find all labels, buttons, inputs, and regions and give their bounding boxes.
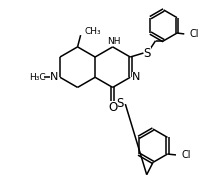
Text: S: S xyxy=(117,97,124,110)
Text: N: N xyxy=(50,72,58,82)
Text: Cl: Cl xyxy=(189,29,199,39)
Text: NH: NH xyxy=(107,37,120,46)
Text: H₃C: H₃C xyxy=(29,73,46,82)
Text: CH₃: CH₃ xyxy=(85,27,101,36)
Text: S: S xyxy=(144,47,151,60)
Text: Cl: Cl xyxy=(182,150,191,160)
Text: O: O xyxy=(108,101,117,114)
Text: N: N xyxy=(132,72,140,82)
